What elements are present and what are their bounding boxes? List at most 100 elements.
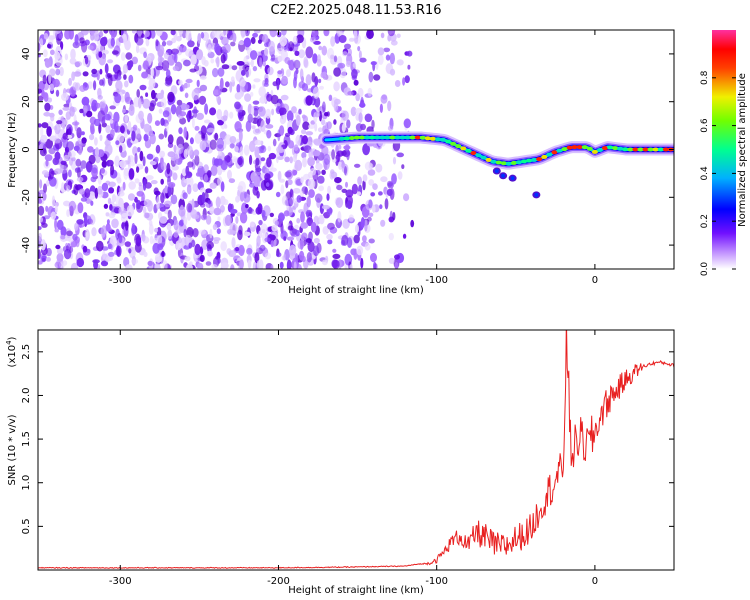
- spectrogram-cell: [308, 189, 315, 198]
- spectrogram-cell: [167, 229, 173, 240]
- spectrogram-cell: [128, 105, 135, 116]
- spectrogram-cell: [329, 170, 335, 180]
- signal-peak: [440, 137, 446, 142]
- signal-peak: [627, 147, 634, 152]
- spectrogram-cell: [170, 30, 176, 36]
- spectrogram-cell: [42, 192, 47, 201]
- spectrogram-cell: [377, 54, 384, 65]
- spectrogram-cell: [138, 110, 144, 121]
- spectrogram-cell: [101, 182, 109, 192]
- spectrogram-cell: [62, 132, 68, 140]
- spectrogram-cell: [332, 253, 341, 259]
- spectrogram-cell: [301, 114, 306, 119]
- spectrogram-cell: [154, 227, 159, 233]
- signal-peak: [647, 147, 654, 152]
- spectrogram-cell: [336, 184, 343, 191]
- spectrogram-cell: [147, 112, 153, 124]
- spectrogram-cell: [173, 144, 177, 153]
- spectrogram-cell: [406, 50, 413, 57]
- spectrogram-cell: [293, 144, 299, 151]
- spectrogram-cell: [222, 30, 228, 36]
- x-tick-label: -200: [267, 576, 290, 587]
- spectrogram-cell: [178, 127, 183, 135]
- signal-peak: [561, 147, 568, 152]
- signal-peak: [379, 135, 386, 140]
- spectrogram-cell: [276, 252, 282, 258]
- spectrogram-y-label: Frequency (Hz): [7, 112, 18, 188]
- spectrogram-cell: [85, 110, 93, 118]
- spectrogram-cell: [299, 68, 304, 81]
- spectrogram-cell: [278, 214, 285, 221]
- spectrogram-cell: [109, 105, 116, 110]
- spectrogram-cell: [84, 215, 92, 226]
- spectrogram-cell: [252, 66, 258, 72]
- spectrogram-cell: [370, 192, 376, 197]
- spectrogram-cell: [192, 228, 199, 238]
- spectrogram-cell: [115, 194, 122, 206]
- spectrogram-cell: [385, 54, 391, 61]
- spectrogram-cell: [318, 185, 324, 192]
- spectrogram-cell: [173, 153, 179, 165]
- spectrogram-cell: [326, 121, 332, 130]
- spectrogram-cell: [74, 167, 80, 174]
- colorbar-ticks: 0.0 0.2 0.4 0.6 0.8: [700, 70, 736, 276]
- spectrogram-cell: [196, 112, 205, 120]
- spectrogram-cell: [319, 85, 324, 90]
- spectrogram-cell: [136, 128, 141, 139]
- spectrogram-cell: [225, 81, 230, 88]
- spectrogram-cell: [387, 30, 396, 37]
- spectrogram-cell: [344, 166, 347, 176]
- spectrogram-cell: [131, 130, 136, 142]
- signal-peak: [495, 160, 502, 165]
- spectrogram-cell: [124, 80, 129, 88]
- spectrogram-cell: [234, 92, 242, 100]
- spectrogram-cell: [314, 193, 323, 203]
- spectrogram-cell: [64, 118, 69, 125]
- spectrogram-cell: [107, 59, 114, 64]
- spectrogram-cell: [62, 106, 71, 111]
- spectrogram-cell: [185, 148, 190, 155]
- spectrogram-cell: [341, 150, 347, 157]
- signal-peak: [404, 135, 411, 140]
- spectrogram-cell: [394, 261, 399, 269]
- spectrogram-cell: [54, 51, 61, 60]
- spectrogram-cell: [71, 71, 75, 81]
- colorbar: 0.0 0.2 0.4 0.6 0.8 Normalized spectral ampl…: [700, 30, 748, 276]
- spectrogram-cell: [333, 119, 337, 125]
- spectrogram-cell: [70, 262, 79, 269]
- spectrogram-cell: [79, 108, 84, 114]
- signal-fragment-core: [534, 192, 539, 197]
- spectrogram-cell: [276, 31, 282, 38]
- spectrogram-cell: [94, 147, 100, 158]
- spectrogram-cell: [161, 97, 167, 109]
- spectrogram-cell: [57, 247, 63, 255]
- spectrogram-cell: [310, 167, 317, 176]
- spectrogram-cell: [270, 54, 276, 61]
- spectrogram-cell: [38, 42, 41, 52]
- spectrogram-cell: [77, 202, 84, 214]
- spectrogram-cell: [314, 122, 318, 132]
- spectrogram-cell: [253, 78, 261, 83]
- spectrogram-cell: [268, 40, 275, 52]
- spectrogram-cell: [214, 43, 221, 54]
- spectrogram-cell: [334, 98, 341, 105]
- spectrogram-cell: [85, 161, 93, 173]
- spectrogram-cell: [217, 119, 224, 126]
- spectrogram-cell: [167, 134, 174, 145]
- spectrogram-cell: [65, 245, 69, 251]
- spectrogram-cell: [247, 259, 252, 269]
- spectrogram-cell: [88, 154, 96, 165]
- spectrogram-cell: [153, 263, 161, 269]
- spectrogram-cell: [318, 78, 322, 84]
- spectrogram-cell: [199, 254, 205, 262]
- spectrogram-cell: [40, 239, 46, 251]
- y-tick-label: 40: [21, 48, 32, 61]
- spectrogram-cell: [327, 239, 333, 245]
- spectrogram-cell: [335, 197, 344, 209]
- spectrogram-cell: [91, 164, 98, 174]
- spectrogram-cell: [178, 237, 183, 244]
- spectrogram-cell: [256, 235, 261, 247]
- spectrogram-cell: [38, 232, 42, 242]
- spectrogram-cell: [207, 250, 213, 257]
- colorbar-tick-label: 0.2: [700, 214, 710, 228]
